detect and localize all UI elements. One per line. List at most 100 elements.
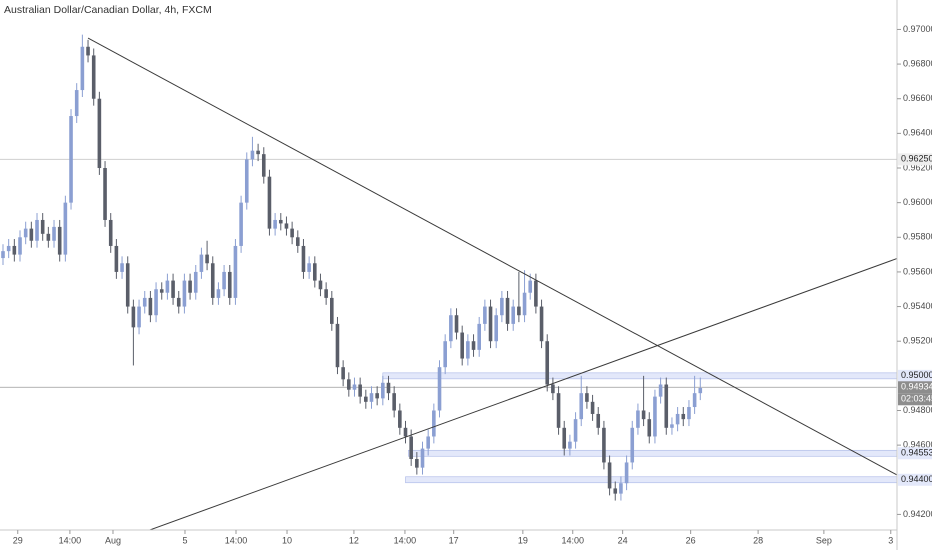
candle-body bbox=[165, 280, 170, 293]
zone-band bbox=[382, 372, 897, 380]
candle-body bbox=[6, 245, 11, 252]
x-tick-label: 28 bbox=[753, 535, 763, 545]
candle-body bbox=[675, 413, 680, 425]
candle-body bbox=[284, 223, 289, 229]
candle-body bbox=[120, 263, 124, 272]
x-tick-label: Sep bbox=[816, 535, 832, 545]
countdown-badge bbox=[898, 393, 932, 406]
candle-body bbox=[624, 462, 629, 484]
candle-body bbox=[528, 280, 533, 293]
x-tick-label: 29 bbox=[13, 535, 23, 545]
candle-body bbox=[97, 98, 102, 169]
chart-title: Australian Dollar/Canadian Dollar, 4h, F… bbox=[4, 4, 212, 16]
x-tick-label: Aug bbox=[105, 535, 121, 545]
candle-body bbox=[437, 367, 442, 411]
price-badge bbox=[898, 369, 932, 382]
candle-body bbox=[466, 341, 470, 359]
candle-body bbox=[125, 263, 130, 307]
candle-body bbox=[415, 458, 419, 468]
candle-body bbox=[364, 396, 368, 402]
candle-body bbox=[86, 46, 90, 56]
candle-body bbox=[381, 382, 385, 399]
candle-body bbox=[159, 289, 164, 293]
candle-body bbox=[375, 393, 379, 399]
candle-body bbox=[108, 219, 113, 246]
price-badge-label: 0.94400 bbox=[901, 474, 932, 484]
candle-body bbox=[658, 384, 663, 397]
candle-body bbox=[114, 245, 119, 272]
candle-body bbox=[505, 297, 510, 324]
candle-body bbox=[244, 159, 249, 203]
candle-body bbox=[692, 393, 697, 408]
candle-body bbox=[545, 341, 550, 385]
candle-body bbox=[210, 263, 215, 298]
candle-body bbox=[670, 424, 674, 428]
candle-body bbox=[290, 228, 294, 238]
candle-body bbox=[341, 367, 345, 380]
candle-body bbox=[573, 419, 578, 442]
candle-body bbox=[18, 237, 22, 255]
price-badge-label: 0.96250 bbox=[901, 154, 932, 164]
candle-body bbox=[636, 410, 640, 428]
candle-body bbox=[40, 219, 45, 234]
candle-body bbox=[233, 245, 238, 298]
candle-body bbox=[511, 306, 516, 324]
x-tick-label: 19 bbox=[518, 535, 528, 545]
candle-body bbox=[579, 393, 584, 420]
trendline bbox=[148, 257, 897, 530]
candle-body bbox=[403, 427, 408, 437]
candle-body bbox=[80, 46, 85, 91]
candle-body bbox=[517, 306, 521, 316]
candle-body bbox=[471, 341, 476, 350]
candle-body bbox=[602, 427, 606, 463]
candle-body bbox=[295, 237, 300, 246]
candle-body bbox=[630, 427, 635, 463]
candle-body bbox=[426, 436, 430, 449]
x-tick-label: 24 bbox=[618, 535, 628, 545]
candle-body bbox=[182, 280, 187, 307]
candle-body bbox=[483, 306, 487, 324]
candle-body bbox=[318, 280, 323, 290]
candle-body bbox=[687, 407, 691, 420]
candle-body bbox=[409, 436, 413, 459]
candle-body bbox=[35, 219, 39, 241]
candle-body bbox=[324, 289, 328, 298]
y-tick-label: 0.94200 bbox=[903, 509, 932, 519]
candle-body bbox=[454, 315, 459, 333]
price-badge bbox=[898, 153, 932, 166]
candle-body bbox=[176, 297, 181, 307]
candle-body bbox=[449, 315, 453, 342]
candle-body bbox=[494, 315, 499, 342]
candle-body bbox=[216, 289, 221, 298]
candle-body bbox=[250, 150, 255, 160]
candle-body bbox=[398, 410, 402, 428]
candle-body bbox=[142, 297, 147, 307]
candle-body bbox=[267, 176, 272, 229]
price-badge bbox=[898, 447, 932, 460]
x-tick-label: 26 bbox=[686, 535, 696, 545]
x-tick-label: 14:00 bbox=[225, 535, 248, 545]
candle-body bbox=[307, 263, 311, 272]
candle-body bbox=[193, 271, 198, 293]
candle-body bbox=[69, 116, 73, 203]
candle-body bbox=[613, 488, 618, 494]
x-tick-label: 5 bbox=[182, 535, 187, 545]
candle-body bbox=[477, 323, 481, 350]
candle-body bbox=[103, 168, 107, 220]
candle-body bbox=[154, 289, 158, 316]
price-badge-label: 0.94934 bbox=[901, 382, 932, 392]
candle-body bbox=[335, 323, 340, 368]
x-tick-label: 17 bbox=[449, 535, 459, 545]
zone-band bbox=[405, 476, 897, 484]
candle-body bbox=[698, 387, 703, 394]
candle-body bbox=[420, 448, 425, 468]
